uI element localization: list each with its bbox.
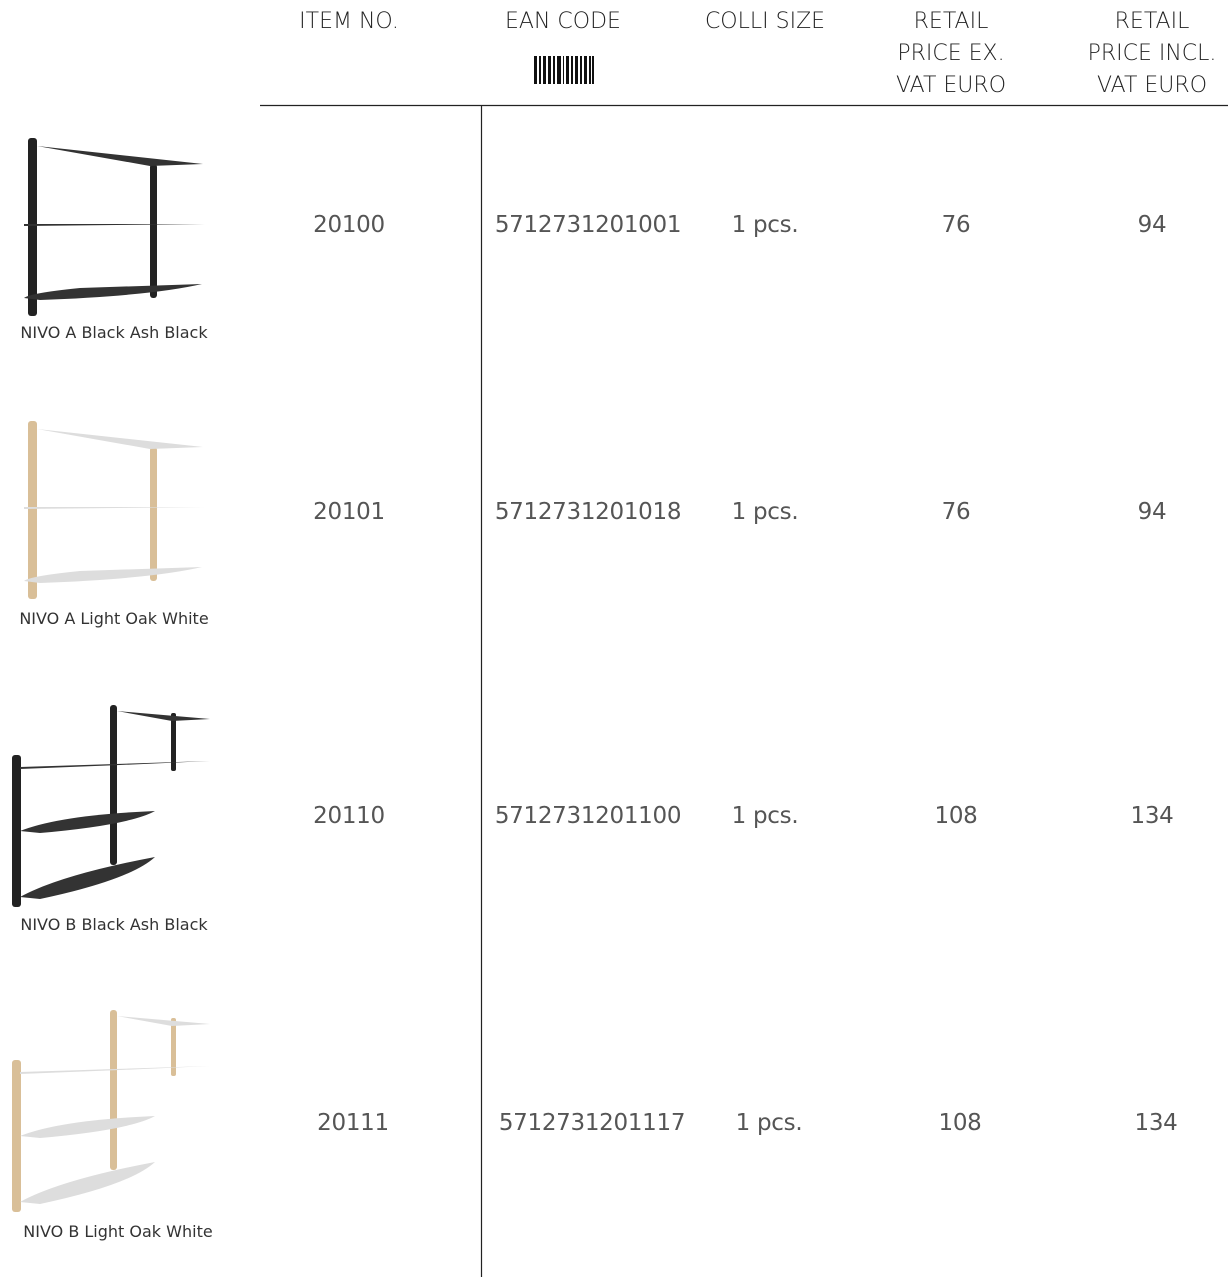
- shelf-part: [24, 567, 202, 583]
- header-line: VAT EURO: [895, 73, 1007, 98]
- header-line: PRICE INCL.: [1087, 41, 1217, 66]
- ean-code: 5712731201100: [494, 803, 682, 829]
- product-name: NIVO B Black Ash Black: [20, 915, 208, 934]
- bar: [575, 56, 578, 84]
- colli-size: 1 pcs.: [731, 803, 799, 829]
- header-line: RETAIL: [1114, 9, 1190, 34]
- shelf-part: [150, 164, 157, 298]
- shelf-part: [24, 284, 202, 300]
- shelf-part: [37, 146, 203, 166]
- product-name: NIVO B Light Oak White: [23, 1222, 213, 1241]
- shelf-part: [20, 761, 210, 769]
- column-header: EAN CODE: [463, 6, 663, 38]
- column-header: RETAIL PRICE EX. VAT EURO: [851, 6, 1051, 102]
- shelf-part: [110, 705, 117, 865]
- price-incl-vat: 94: [1137, 499, 1167, 525]
- price-incl-vat: 134: [1130, 803, 1174, 829]
- header-line: RETAIL: [913, 9, 989, 34]
- shelf-part: [28, 138, 37, 316]
- header-line: EAN CODE: [505, 9, 621, 34]
- price-ex-vat: 76: [941, 499, 971, 525]
- column-header: COLLI SIZE: [665, 6, 865, 38]
- barcode-icon: [534, 56, 594, 84]
- item-number: 20110: [313, 803, 385, 829]
- shelf-part: [20, 1116, 155, 1138]
- item-number: 20100: [313, 212, 385, 238]
- price-incl-vat: 134: [1134, 1110, 1178, 1136]
- ean-code: 5712731201117: [498, 1110, 686, 1136]
- shelf-part: [20, 857, 155, 899]
- colli-size: 1 pcs.: [731, 499, 799, 525]
- bar: [557, 56, 561, 84]
- column-header: ITEM NO.: [249, 6, 449, 38]
- header-line: VAT EURO: [1096, 73, 1208, 98]
- bar: [584, 56, 587, 84]
- bar: [589, 56, 591, 84]
- product-name: NIVO A Black Ash Black: [20, 323, 208, 342]
- header-line: ITEM NO.: [299, 9, 399, 34]
- bar: [534, 56, 537, 84]
- ean-code: 5712731201018: [494, 499, 682, 525]
- shelf-part: [20, 1162, 155, 1204]
- bar: [580, 56, 582, 84]
- bar: [566, 56, 569, 84]
- shelf-part: [150, 447, 157, 581]
- ean-code: 5712731201001: [494, 212, 682, 238]
- item-number: 20111: [317, 1110, 389, 1136]
- shelf-part: [20, 811, 155, 833]
- bar: [592, 56, 594, 84]
- shelf-part: [171, 1018, 176, 1076]
- column-header: RETAIL PRICE INCL. VAT EURO: [1052, 6, 1228, 102]
- shelf-part: [20, 1066, 210, 1074]
- bar: [543, 56, 546, 84]
- shelf-part: [171, 713, 176, 771]
- shelf-part: [24, 507, 205, 509]
- shelf-part: [24, 224, 205, 226]
- product-name: NIVO A Light Oak White: [19, 609, 209, 628]
- price-ex-vat: 76: [941, 212, 971, 238]
- bar: [553, 56, 555, 84]
- shelf-part: [117, 711, 210, 721]
- header-line: PRICE EX.: [897, 41, 1005, 66]
- price-incl-vat: 94: [1137, 212, 1167, 238]
- shelf-part: [12, 1060, 21, 1212]
- bar: [548, 56, 551, 84]
- shelf-part: [28, 421, 37, 599]
- bar: [563, 56, 564, 84]
- shelf-part: [117, 1016, 210, 1026]
- shelf-part: [12, 755, 21, 907]
- bar: [539, 56, 541, 84]
- colli-size: 1 pcs.: [735, 1110, 803, 1136]
- product-images: [12, 138, 210, 1212]
- bar: [571, 56, 573, 84]
- shelf-part: [37, 429, 203, 449]
- shelf-part: [110, 1010, 117, 1170]
- price-ex-vat: 108: [938, 1110, 982, 1136]
- colli-size: 1 pcs.: [731, 212, 799, 238]
- header-line: COLLI SIZE: [704, 9, 826, 34]
- price-ex-vat: 108: [934, 803, 978, 829]
- item-number: 20101: [313, 499, 385, 525]
